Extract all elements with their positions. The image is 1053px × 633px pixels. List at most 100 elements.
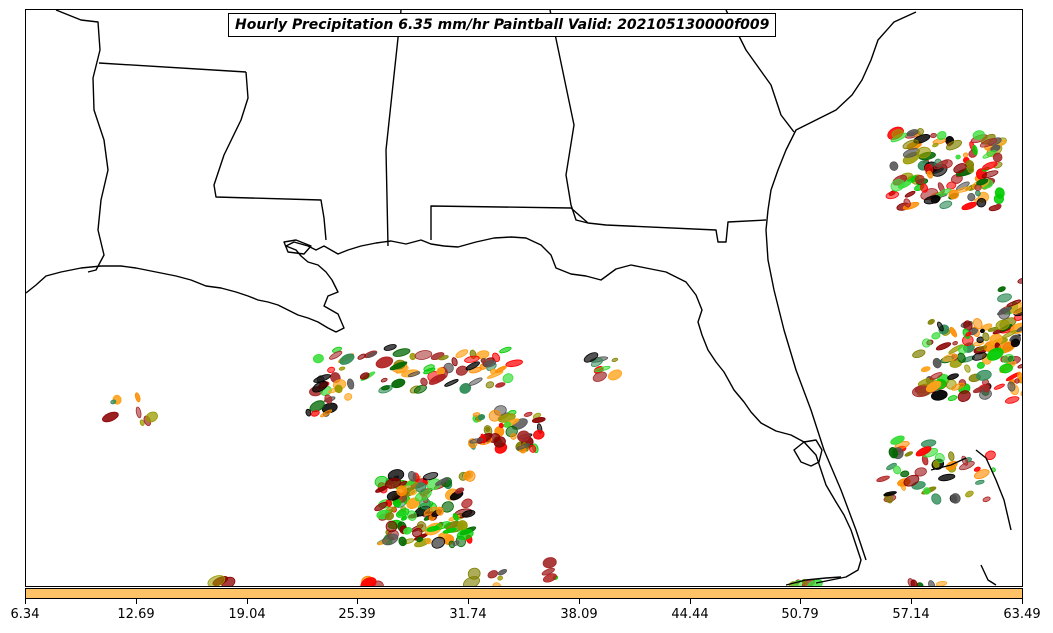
precip-paintball — [942, 353, 958, 362]
precip-paintball — [925, 380, 942, 393]
precip-paintball — [876, 475, 890, 482]
precip-paintball — [890, 435, 905, 445]
precip-paintball — [487, 570, 499, 579]
precip-paintball — [886, 462, 897, 471]
precip-paintball — [935, 580, 948, 586]
precip-paintball — [465, 361, 480, 371]
mississippi-river-border — [55, 10, 109, 273]
precip-paintball — [110, 399, 117, 405]
precip-paintball — [380, 377, 388, 383]
precip-paintball — [528, 444, 537, 453]
precip-paintball — [910, 579, 918, 586]
precip-paintball — [495, 365, 507, 374]
precip-paintball — [523, 411, 533, 417]
mississippi-alabama-border — [385, 10, 402, 247]
precip-paintball — [360, 577, 377, 586]
precip-paintball — [935, 342, 952, 351]
colorbar-tick-label: 38.09 — [560, 607, 598, 622]
precip-paintballs — [102, 126, 1022, 586]
precip-paintball — [891, 129, 904, 138]
precip-paintball — [384, 512, 395, 521]
precip-paintball — [391, 378, 406, 389]
colorbar-tick-label: 50.79 — [781, 607, 819, 622]
precip-paintball — [396, 485, 408, 497]
precip-paintball — [510, 433, 517, 440]
precip-paintball — [952, 340, 958, 346]
colorbar-tick-label: 63.49 — [1003, 607, 1041, 622]
precip-paintball — [992, 152, 1003, 163]
map-title: Hourly Precipitation 6.35 mm/hr Paintbal… — [228, 13, 777, 37]
precip-paintball — [468, 377, 483, 386]
precip-paintball — [486, 370, 504, 379]
colorbar-tick — [25, 599, 26, 604]
precip-paintball — [958, 344, 968, 354]
precip-paintball — [324, 394, 333, 404]
florida-keys — [785, 576, 842, 586]
precip-paintball — [444, 379, 459, 387]
precip-paintball — [611, 357, 619, 363]
arkansas-louisiana-border — [98, 62, 247, 73]
precip-paintball — [382, 533, 399, 546]
colorbar-tick — [357, 599, 358, 604]
precip-paintball — [425, 537, 432, 545]
precip-paintball — [346, 378, 355, 390]
precip-paintball — [888, 447, 898, 459]
precip-paintball — [982, 332, 990, 342]
precip-paintball — [976, 345, 988, 352]
precip-paintball — [422, 472, 439, 481]
precip-paintball — [145, 411, 158, 423]
precip-paintball — [435, 477, 449, 486]
precip-paintball — [431, 536, 446, 549]
colorbar-tick — [247, 599, 248, 604]
precip-paintball — [477, 414, 486, 421]
precip-paintball — [976, 198, 987, 208]
precip-paintball — [461, 509, 476, 518]
colorbar-tick — [468, 599, 469, 604]
precip-paintball — [492, 582, 503, 586]
precip-paintball — [934, 452, 945, 464]
precip-paintball — [920, 183, 929, 193]
precip-paintball — [930, 195, 941, 204]
precip-paintball — [995, 203, 1002, 209]
precip-paintball — [483, 360, 497, 368]
precip-paintball — [495, 382, 506, 388]
precip-paintball — [305, 408, 312, 417]
precip-paintball — [979, 328, 985, 334]
colorbar-tick-label: 31.74 — [449, 607, 487, 622]
precip-paintball — [1006, 299, 1022, 307]
precip-paintball — [207, 575, 226, 586]
precip-paintball — [381, 385, 390, 391]
precip-paintball — [462, 576, 481, 586]
colorbar-tick-label: 6.34 — [10, 607, 40, 622]
precip-paintball — [973, 469, 990, 480]
precip-paintball — [344, 393, 353, 401]
precip-paintball — [374, 501, 388, 512]
precip-paintball — [937, 321, 944, 332]
precip-paintball — [928, 580, 936, 586]
precip-paintball — [454, 487, 465, 494]
map-panel[interactable] — [25, 9, 1023, 587]
precip-paintball — [956, 352, 966, 364]
precip-paintball — [469, 438, 484, 444]
precip-paintball — [383, 344, 397, 351]
precip-paintball — [951, 382, 965, 391]
precip-paintball — [975, 479, 985, 485]
precip-paintball — [1017, 363, 1022, 369]
precip-paintball — [982, 161, 998, 170]
precip-paintball — [312, 380, 328, 393]
precip-paintball — [1016, 324, 1022, 333]
precip-paintball — [957, 390, 971, 402]
precip-paintball — [903, 198, 911, 208]
precip-paintball — [1004, 396, 1020, 404]
precip-paintball — [921, 338, 932, 348]
precip-paintball — [455, 349, 469, 358]
precip-paintball — [903, 474, 920, 487]
map-canvas — [26, 10, 1022, 586]
precip-paintball — [497, 569, 508, 576]
precip-paintball — [981, 170, 999, 179]
precip-paintball — [366, 351, 378, 358]
precip-paintball — [135, 406, 142, 419]
precip-paintball — [1014, 378, 1020, 384]
precip-paintball — [998, 307, 1011, 320]
precip-paintball — [357, 353, 366, 360]
